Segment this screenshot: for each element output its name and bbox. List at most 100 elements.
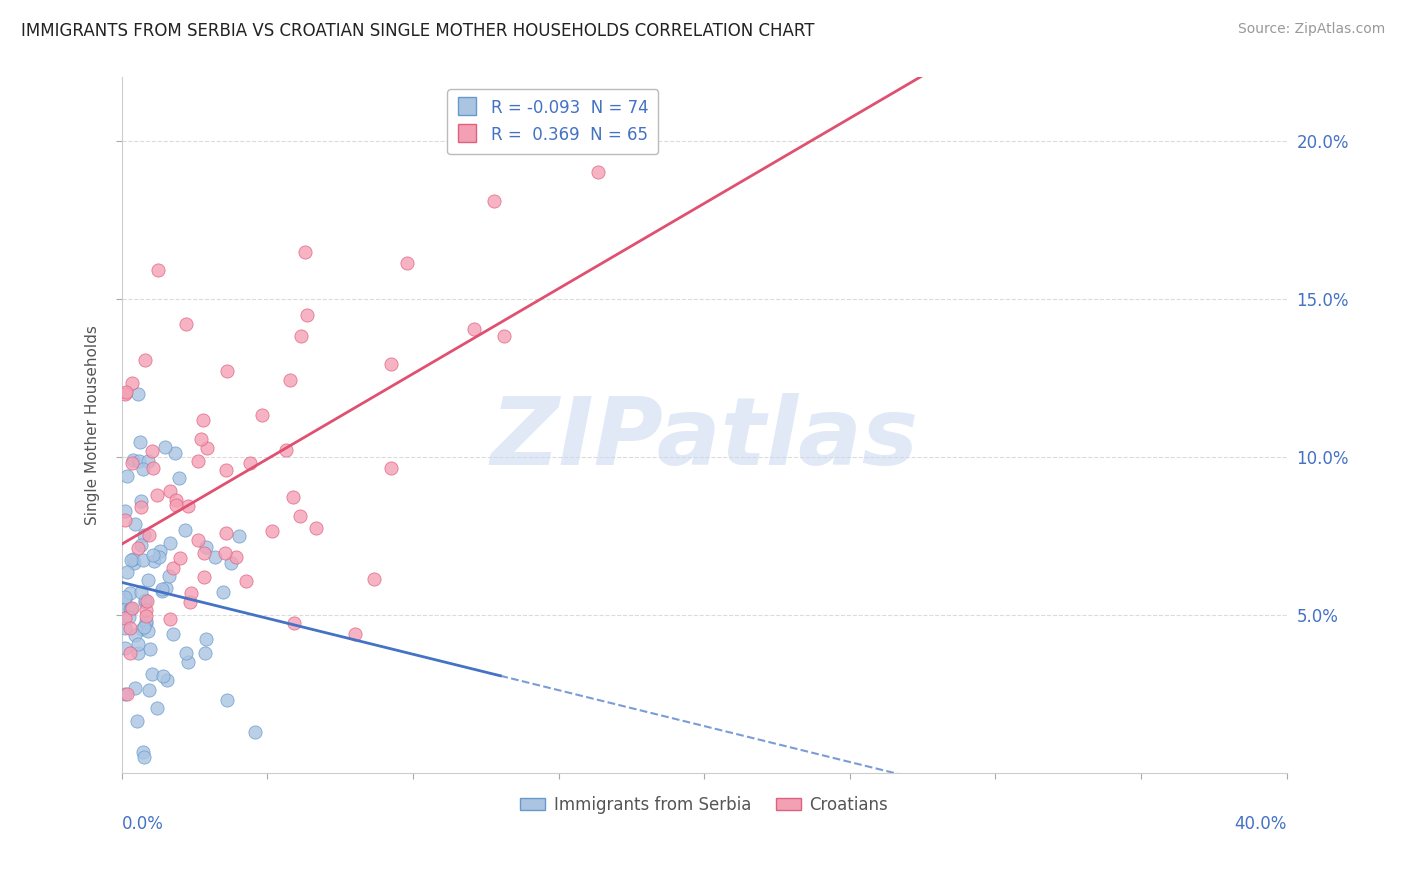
Point — [129, 585, 152, 599]
Point — [194, 646, 217, 660]
Point — [124, 516, 146, 531]
Point — [152, 668, 174, 682]
Point — [239, 456, 262, 470]
Point — [114, 590, 136, 604]
Point — [115, 469, 138, 483]
Text: Source: ZipAtlas.com: Source: ZipAtlas.com — [1237, 22, 1385, 37]
Point — [129, 500, 152, 515]
Point — [124, 627, 146, 641]
Point — [135, 602, 157, 616]
Point — [114, 621, 136, 635]
Point — [344, 627, 367, 641]
Point — [492, 329, 515, 343]
Point — [136, 573, 159, 587]
Point — [215, 693, 238, 707]
Point — [283, 616, 305, 631]
Point — [114, 688, 136, 702]
Y-axis label: Single Mother Households: Single Mother Households — [86, 326, 100, 525]
Point — [305, 521, 328, 535]
Point — [146, 701, 169, 715]
Point — [187, 533, 209, 547]
Point — [380, 357, 402, 371]
Text: IMMIGRANTS FROM SERBIA VS CROATIAN SINGLE MOTHER HOUSEHOLDS CORRELATION CHART: IMMIGRANTS FROM SERBIA VS CROATIAN SINGL… — [21, 22, 814, 40]
Point — [163, 446, 186, 460]
Point — [153, 440, 176, 454]
Text: 40.0%: 40.0% — [1234, 815, 1286, 833]
Point — [235, 574, 257, 589]
Point — [114, 611, 136, 625]
Point — [118, 609, 141, 624]
Point — [138, 682, 160, 697]
Point — [219, 556, 242, 570]
Point — [215, 525, 238, 540]
Point — [363, 572, 385, 586]
Point — [290, 329, 312, 343]
Point — [127, 386, 149, 401]
Point — [276, 442, 298, 457]
Point — [380, 461, 402, 475]
Point — [157, 568, 180, 582]
Point — [482, 194, 505, 208]
Point — [129, 435, 152, 450]
Point — [114, 640, 136, 655]
Point — [159, 483, 181, 498]
Point — [136, 454, 159, 468]
Point — [260, 524, 283, 539]
Point — [135, 614, 157, 628]
Point — [141, 443, 163, 458]
Point — [118, 585, 141, 599]
Point — [177, 655, 200, 669]
Text: 0.0%: 0.0% — [122, 815, 163, 833]
Point — [146, 488, 169, 502]
Point — [214, 545, 236, 559]
Point — [295, 308, 318, 322]
Point — [177, 500, 200, 514]
Point — [150, 583, 173, 598]
Point — [114, 386, 136, 401]
Point — [193, 546, 215, 560]
Point — [134, 352, 156, 367]
Point — [165, 493, 187, 508]
Point — [169, 550, 191, 565]
Point — [138, 528, 160, 542]
Point — [132, 528, 155, 542]
Point — [194, 632, 217, 646]
Point — [114, 504, 136, 518]
Point — [114, 512, 136, 526]
Point — [586, 165, 609, 179]
Point — [159, 612, 181, 626]
Point — [149, 544, 172, 558]
Point — [194, 541, 217, 555]
Point — [155, 581, 177, 595]
Point — [131, 622, 153, 636]
Point — [148, 549, 170, 564]
Point — [115, 687, 138, 701]
Point — [127, 541, 149, 555]
Text: ZIPatlas: ZIPatlas — [491, 393, 918, 485]
Point — [146, 263, 169, 277]
Point — [187, 454, 209, 468]
Point — [125, 714, 148, 728]
Point — [167, 471, 190, 485]
Point — [120, 646, 142, 660]
Point — [212, 585, 235, 599]
Point — [228, 529, 250, 543]
Point — [278, 372, 301, 386]
Point — [162, 561, 184, 575]
Point — [174, 523, 197, 537]
Point — [162, 626, 184, 640]
Point — [132, 745, 155, 759]
Point — [132, 750, 155, 764]
Point — [141, 667, 163, 681]
Point — [120, 601, 142, 615]
Point — [225, 549, 247, 564]
Point — [138, 642, 160, 657]
Point — [135, 609, 157, 624]
Point — [127, 646, 149, 660]
Point — [150, 582, 173, 596]
Point — [165, 499, 187, 513]
Point — [156, 673, 179, 688]
Point — [132, 462, 155, 476]
Point — [142, 548, 165, 562]
Point — [114, 602, 136, 616]
